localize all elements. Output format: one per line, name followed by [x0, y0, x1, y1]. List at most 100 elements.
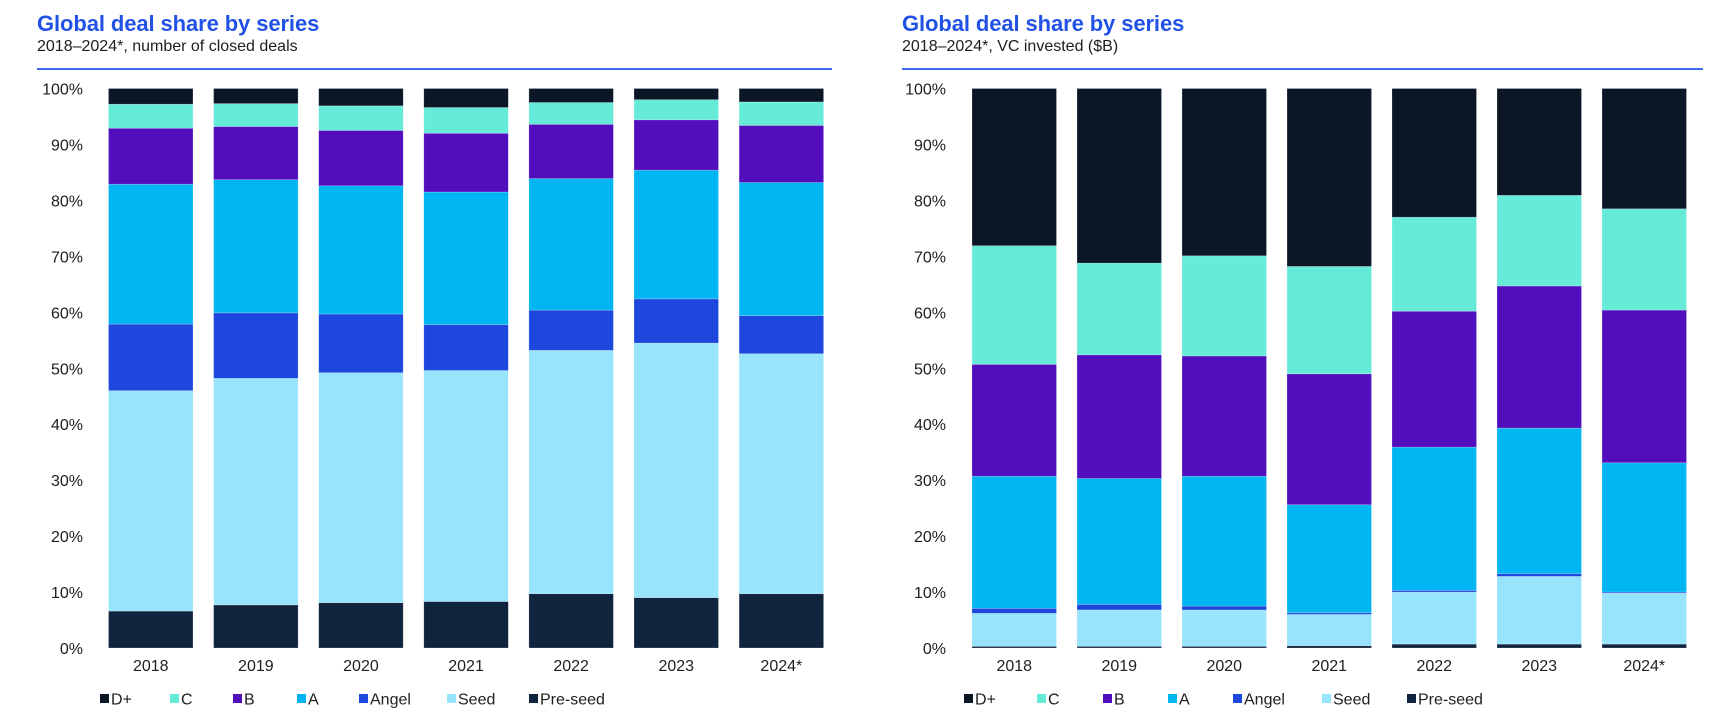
legend-swatch	[297, 694, 306, 703]
bar-segment-d	[738, 88, 824, 103]
x-tick-label: 2020	[1206, 658, 1242, 675]
x-tick-label: 2021	[448, 658, 484, 675]
bar-segment-seed	[318, 372, 404, 603]
bar-segment-pre-seed	[738, 593, 824, 649]
legend-label: Seed	[1333, 692, 1370, 709]
bar-stack-2018	[971, 88, 1057, 649]
bar-segment-b	[528, 124, 614, 179]
x-tick-label: 2022	[553, 658, 589, 675]
legend-item-seed: Seed	[1322, 692, 1370, 709]
legend-label: B	[1114, 692, 1125, 709]
right-chart-plot: 0% 10% 20% 30% 40% 50% 60% 70% 80% 90% 100% 2018 201…	[905, 82, 1687, 709]
bar-segment-angel	[423, 324, 509, 371]
bar-stack-2021	[423, 88, 509, 649]
bar-segment-b	[423, 132, 509, 193]
bar-segment-seed	[1076, 609, 1162, 647]
x-tick-label: 2018	[133, 658, 169, 675]
y-tick-label: 20%	[914, 529, 946, 546]
bar-segment-a	[1601, 462, 1687, 593]
bar-segment-pre-seed	[213, 604, 299, 649]
bar-stack-2022	[1391, 88, 1477, 649]
y-tick-label: 10%	[51, 585, 83, 602]
bar-segment-d	[1076, 88, 1162, 264]
y-tick-label: 80%	[51, 193, 83, 210]
bar-segment-d	[971, 88, 1057, 247]
bar-segment-angel	[971, 607, 1057, 614]
legend-item-angel: Angel	[359, 692, 411, 709]
x-tick-label: 2018	[996, 658, 1032, 675]
legend-swatch	[233, 694, 242, 703]
bar-segment-pre-seed	[528, 593, 614, 649]
legend-label: A	[308, 692, 319, 709]
bar-segment-a	[1391, 446, 1477, 591]
bar-segment-angel	[1181, 605, 1267, 611]
legend-item-c: C	[1037, 692, 1060, 709]
right-bars	[971, 88, 1687, 649]
bar-segment-c	[318, 105, 404, 131]
bar-segment-d	[213, 88, 299, 104]
bar-segment-c	[1181, 255, 1267, 357]
bar-segment-a	[1496, 427, 1582, 574]
x-tick-label: 2023	[658, 658, 694, 675]
bar-segment-c	[1286, 266, 1372, 375]
x-tick-label: 2020	[343, 658, 379, 675]
bar-stack-2019	[1076, 88, 1162, 649]
y-tick-label: 20%	[51, 529, 83, 546]
bar-segment-pre-seed	[423, 601, 509, 649]
x-tick-label: 2024*	[1623, 658, 1665, 675]
bar-segment-angel	[108, 323, 194, 391]
bar-segment-a	[528, 178, 614, 311]
bar-segment-c	[1496, 195, 1582, 287]
bar-segment-seed	[1391, 591, 1477, 645]
bar-segment-d	[1181, 88, 1267, 257]
bar-segment-d	[423, 88, 509, 108]
bar-segment-d	[108, 88, 194, 105]
bar-segment-pre-seed	[1496, 643, 1582, 649]
bar-stack-2018	[108, 88, 194, 649]
right-legend: D+ C B A Angel Seed Pre-seed	[964, 692, 1483, 709]
bar-segment-angel	[528, 309, 614, 351]
bar-segment-seed	[971, 613, 1057, 647]
x-tick-label: 2024*	[760, 658, 802, 675]
left-bars	[108, 88, 824, 649]
legend-swatch	[170, 694, 179, 703]
legend-label: C	[1048, 692, 1060, 709]
left-chart-divider	[37, 68, 832, 70]
bar-stack-2020	[1181, 88, 1267, 649]
legend-label: Angel	[370, 692, 411, 709]
bar-segment-angel	[738, 315, 824, 355]
legend-label: B	[244, 692, 255, 709]
bar-segment-seed	[108, 390, 194, 612]
bar-segment-c	[1076, 262, 1162, 356]
bar-segment-angel	[1076, 604, 1162, 611]
bar-segment-d	[528, 88, 614, 103]
legend-label: D+	[111, 692, 132, 709]
bar-segment-a	[108, 183, 194, 325]
bar-segment-b	[1601, 309, 1687, 464]
x-tick-label: 2019	[238, 658, 274, 675]
bar-segment-pre-seed	[318, 602, 404, 649]
bar-segment-angel	[633, 298, 719, 344]
bar-segment-b	[318, 130, 404, 187]
y-tick-label: 10%	[914, 585, 946, 602]
bar-segment-c	[633, 99, 719, 121]
left-y-axis: 0% 10% 20% 30% 40% 50% 60% 70% 80% 90% 100%	[42, 82, 83, 659]
legend-item-seed: Seed	[447, 692, 495, 709]
y-tick-label: 100%	[905, 82, 946, 99]
bar-segment-c	[971, 245, 1057, 365]
left-legend: D+ C B A Angel Seed Pre-seed	[100, 692, 605, 709]
bar-segment-pre-seed	[633, 597, 719, 649]
right-chart-panel: Global deal share by series 2018–2024*, …	[866, 0, 1732, 723]
bar-segment-seed	[1286, 614, 1372, 647]
bar-segment-b	[1496, 285, 1582, 429]
legend-label: Pre-seed	[540, 692, 605, 709]
bar-segment-a	[423, 191, 509, 325]
legend-swatch	[1037, 694, 1046, 703]
right-chart-subtitle: 2018–2024*, VC invested ($B)	[902, 38, 1119, 55]
bar-segment-pre-seed	[1391, 643, 1477, 649]
bar-segment-seed	[1181, 609, 1267, 647]
bar-segment-b	[1391, 310, 1477, 448]
legend-item-d: D+	[964, 692, 996, 709]
legend-item-d: D+	[100, 692, 132, 709]
bar-stack-2024	[738, 88, 824, 649]
